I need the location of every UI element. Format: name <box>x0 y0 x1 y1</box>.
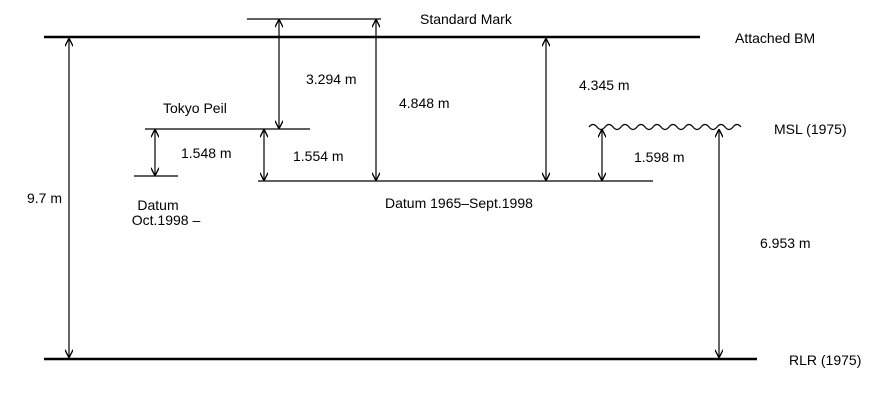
msl-wavy-line <box>588 123 742 131</box>
datum-new-label-line2: Oct.1998 – <box>132 212 201 228</box>
rlr-label: RLR (1975) <box>789 352 861 368</box>
measure-tokyo-peil-to-datum-old: 1.554 m <box>293 148 344 164</box>
measure-msl-to-datum-old: 1.598 m <box>634 149 685 165</box>
datum-new-label-line1: Datum <box>137 197 178 213</box>
measure-bm-to-rlr: 9.7 m <box>27 190 62 206</box>
standard-mark-label: Standard Mark <box>420 11 513 27</box>
attached-bm-label: Attached BM <box>735 30 815 46</box>
measure-mark-to-datum-old: 4.848 m <box>399 95 450 111</box>
datum-old-label: Datum 1965–Sept.1998 <box>385 195 533 211</box>
measure-bm-to-datum-old: 4.345 m <box>579 77 630 93</box>
measure-tokyo-peil-to-datum-new: 1.548 m <box>181 145 232 161</box>
msl-label: MSL (1975) <box>774 121 847 137</box>
measure-msl-to-rlr: 6.953 m <box>760 235 811 251</box>
tokyo-peil-label: Tokyo Peil <box>163 100 227 116</box>
measure-mark-to-tokyo-peil: 3.294 m <box>306 71 357 87</box>
